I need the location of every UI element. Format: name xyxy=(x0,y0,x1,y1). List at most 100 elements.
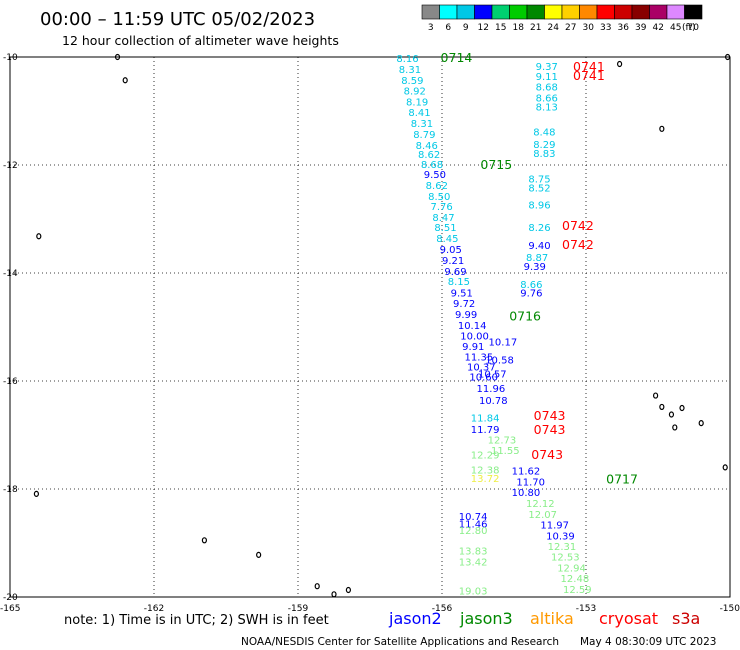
wave-height-label: 8.87 xyxy=(526,253,548,264)
y-tick-label: -12 xyxy=(3,161,18,171)
wave-height-label: 10.00 xyxy=(460,332,489,343)
wave-height-label: 10.74 xyxy=(459,512,488,523)
legend-label: 27 xyxy=(565,23,576,33)
wave-height-label: 9.37 xyxy=(536,62,558,73)
wave-height-label: 13.83 xyxy=(459,547,488,558)
island-outline xyxy=(36,233,42,240)
pass-time-label: 0717 xyxy=(606,472,638,487)
wave-height-label: 12.29 xyxy=(471,450,500,461)
legend-label: 42 xyxy=(653,23,664,33)
map-frame xyxy=(9,56,731,598)
wave-height-label: 8.66 xyxy=(536,94,558,105)
islands xyxy=(33,53,731,598)
map-area: -10 -12 -14 -16 -18 -20-165 -162 -159 -156 -153 -1… xyxy=(0,50,740,614)
pass-time-label: 0716 xyxy=(509,309,541,324)
island-outline xyxy=(698,420,704,427)
legend-label: 21 xyxy=(530,23,541,33)
wave-height-label: 8.15 xyxy=(448,277,470,288)
island-outline xyxy=(722,464,728,471)
legend-label: 12 xyxy=(478,23,489,33)
island-outline xyxy=(345,586,351,594)
wave-height-label: 13.72 xyxy=(471,474,500,485)
island-outline xyxy=(256,551,262,558)
satellite-name: altika xyxy=(530,609,574,628)
wave-height-label: 19.03 xyxy=(459,587,488,598)
satellite-name: jason2 xyxy=(388,609,442,628)
wave-height-label: 10.80 xyxy=(512,488,541,499)
wave-height-label: 11.62 xyxy=(512,467,541,478)
wave-height-label: 9.11 xyxy=(536,72,558,83)
island-outline xyxy=(33,490,40,497)
wave-height-label: 12.80 xyxy=(459,526,488,537)
wave-height-label: 10.17 xyxy=(489,338,518,349)
island-outline xyxy=(201,537,207,544)
wave-height-label: 8.62 xyxy=(418,150,440,161)
y-tick-label: -18 xyxy=(3,485,18,495)
grid-lines xyxy=(10,57,730,597)
legend-label: 3 xyxy=(428,23,434,33)
island-outline xyxy=(659,125,665,132)
wave-height-label: 11.55 xyxy=(491,446,520,457)
wave-height-points: 8.168.318.598.928.198.418.318.798.468.62… xyxy=(396,54,591,597)
wave-height-label: 9.50 xyxy=(424,170,446,181)
legend-swatch xyxy=(439,4,458,20)
island-outline xyxy=(672,424,678,431)
wave-height-label: 12.59 xyxy=(563,585,592,596)
wave-height-label: 8.79 xyxy=(413,130,435,141)
pass-time-label: 0742 xyxy=(562,218,594,233)
x-tick-label: -150 xyxy=(720,604,740,614)
wave-height-label: 8.13 xyxy=(536,103,558,114)
wave-height-label: 8.45 xyxy=(436,234,458,245)
pass-time-label: 0742 xyxy=(562,237,594,252)
legend-swatch xyxy=(544,4,563,20)
legend-swatch xyxy=(421,4,440,20)
wave-height-label: 11.70 xyxy=(516,477,545,488)
wave-height-label: 11.84 xyxy=(471,414,500,425)
legend-unit: (ft) xyxy=(682,23,696,33)
legend-swatch xyxy=(614,4,633,20)
island-outline xyxy=(314,583,320,590)
island-outline xyxy=(724,53,731,61)
pass-time-label: 0743 xyxy=(531,447,563,462)
legend-swatch xyxy=(596,4,615,20)
wave-height-label: 11.97 xyxy=(540,521,569,532)
legend-label: 33 xyxy=(600,23,611,33)
pass-time-label: 0741 xyxy=(573,68,605,83)
legend-label: 15 xyxy=(495,23,506,33)
wave-height-label: 9.99 xyxy=(455,310,477,321)
y-tick-label: -16 xyxy=(3,377,18,387)
wave-height-label: 8.59 xyxy=(401,76,423,87)
wave-height-label: 8.19 xyxy=(406,97,428,108)
wave-height-label: 8.50 xyxy=(428,192,450,203)
legend-swatch xyxy=(666,4,685,20)
wave-height-label: 8.96 xyxy=(528,200,550,211)
legend-swatch xyxy=(474,4,493,20)
legend-swatch xyxy=(509,4,528,20)
island-outline xyxy=(331,591,337,598)
legend-swatch xyxy=(456,4,475,20)
y-tick-label: -10 xyxy=(3,53,18,63)
footer-timestamp: May 4 08:30:09 UTC 2023 xyxy=(580,636,716,648)
pass-time-label: 0714 xyxy=(441,50,473,65)
wave-height-label: 12.53 xyxy=(551,553,580,564)
legend-swatch xyxy=(631,4,650,20)
wave-height-label: 8.66 xyxy=(520,280,542,291)
wave-height-label: 13.42 xyxy=(459,557,488,568)
page-title: 00:00 – 11:59 UTC 05/02/2023 xyxy=(40,9,315,30)
satellite-legend: jason2 jason3 altika cryosat s3a xyxy=(388,609,700,628)
legend-label: 39 xyxy=(635,23,647,33)
wave-height-label: 12.38 xyxy=(471,466,500,477)
wave-height-label: 11.35 xyxy=(465,353,494,364)
wave-height-label: 8.47 xyxy=(432,213,454,224)
legend-label: 70 xyxy=(688,23,700,33)
wave-height-label: 8.41 xyxy=(408,108,430,119)
wave-height-label: 9.40 xyxy=(528,241,550,252)
wave-height-label: 12.07 xyxy=(528,510,557,521)
legend-label: 18 xyxy=(513,23,525,33)
pass-time-label: 0715 xyxy=(480,157,512,172)
island-outline xyxy=(114,53,121,61)
wave-height-label: 9.76 xyxy=(520,288,542,299)
page-subtitle: 12 hour collection of altimeter wave hei… xyxy=(62,33,339,48)
legend-label: 45 xyxy=(670,23,681,33)
